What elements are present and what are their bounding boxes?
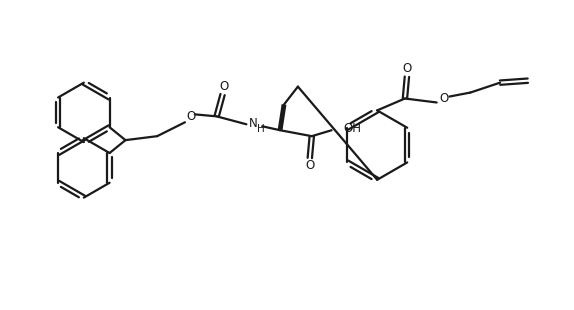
Text: O: O [186, 110, 196, 123]
Text: O: O [402, 62, 412, 75]
Text: OH: OH [343, 122, 362, 135]
Text: N: N [249, 117, 258, 130]
Text: O: O [305, 159, 315, 172]
Text: H: H [257, 124, 265, 134]
Text: O: O [219, 80, 228, 93]
Text: O: O [439, 92, 448, 105]
